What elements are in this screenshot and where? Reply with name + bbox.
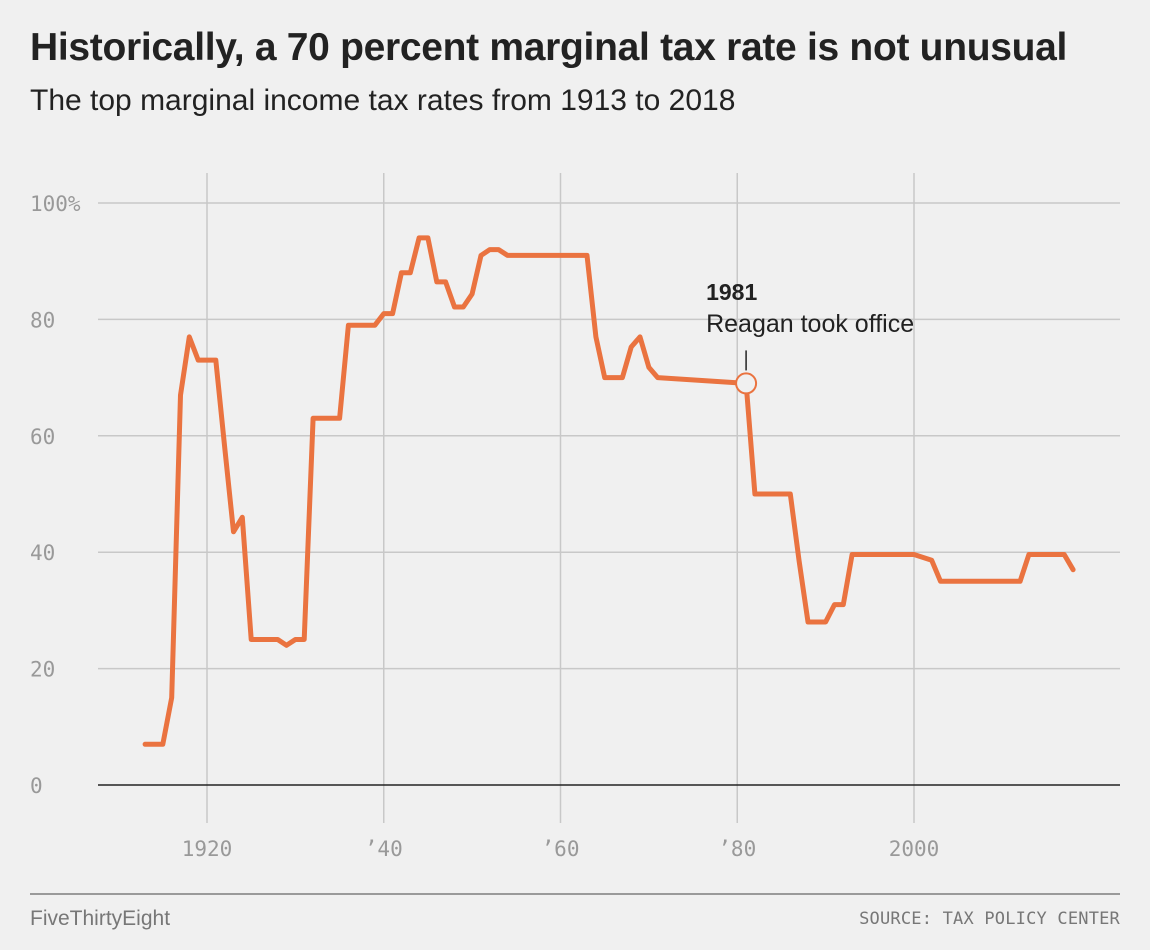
annotation-1981: 1981 Reagan took office <box>706 279 914 395</box>
source-credit: SOURCE: TAX POLICY CENTER <box>859 909 1120 929</box>
tick-labels: 1920 ’40 ’60 ’80 2000 0 20 40 60 80 100% <box>30 192 939 861</box>
line-chart: 1920 ’40 ’60 ’80 2000 0 20 40 60 80 100% 1981 Reag… <box>30 173 1120 861</box>
series-layer <box>142 235 1076 747</box>
annotation-year-label: 1981 <box>706 279 757 305</box>
brand-credit: FiveThirtyEight <box>30 907 171 930</box>
y-tick-label-0: 0 <box>30 774 43 798</box>
annotation-text: Reagan took office <box>706 310 914 338</box>
y-tick-label-60: 60 <box>30 425 55 449</box>
x-tick-label-’60: ’60 <box>542 837 580 861</box>
y-tick-label-20: 20 <box>30 658 55 682</box>
x-tick-label-1920: 1920 <box>182 837 233 861</box>
x-tick-label-’40: ’40 <box>365 837 403 861</box>
x-tick-label-2000: 2000 <box>889 837 940 861</box>
chart-title: Historically, a 70 percent marginal tax … <box>30 26 1068 69</box>
series-line-top-rate <box>142 235 1076 747</box>
y-tick-label-40: 40 <box>30 541 55 565</box>
annotation-marker-circle <box>735 372 758 395</box>
x-tick-label-’80: ’80 <box>718 837 756 861</box>
gridlines <box>98 173 1120 823</box>
y-tick-label-80: 80 <box>30 308 55 332</box>
chart-subtitle: The top marginal income tax rates from 1… <box>30 84 736 117</box>
y-tick-label-100: 100% <box>30 192 81 216</box>
footer-divider <box>30 893 1120 895</box>
